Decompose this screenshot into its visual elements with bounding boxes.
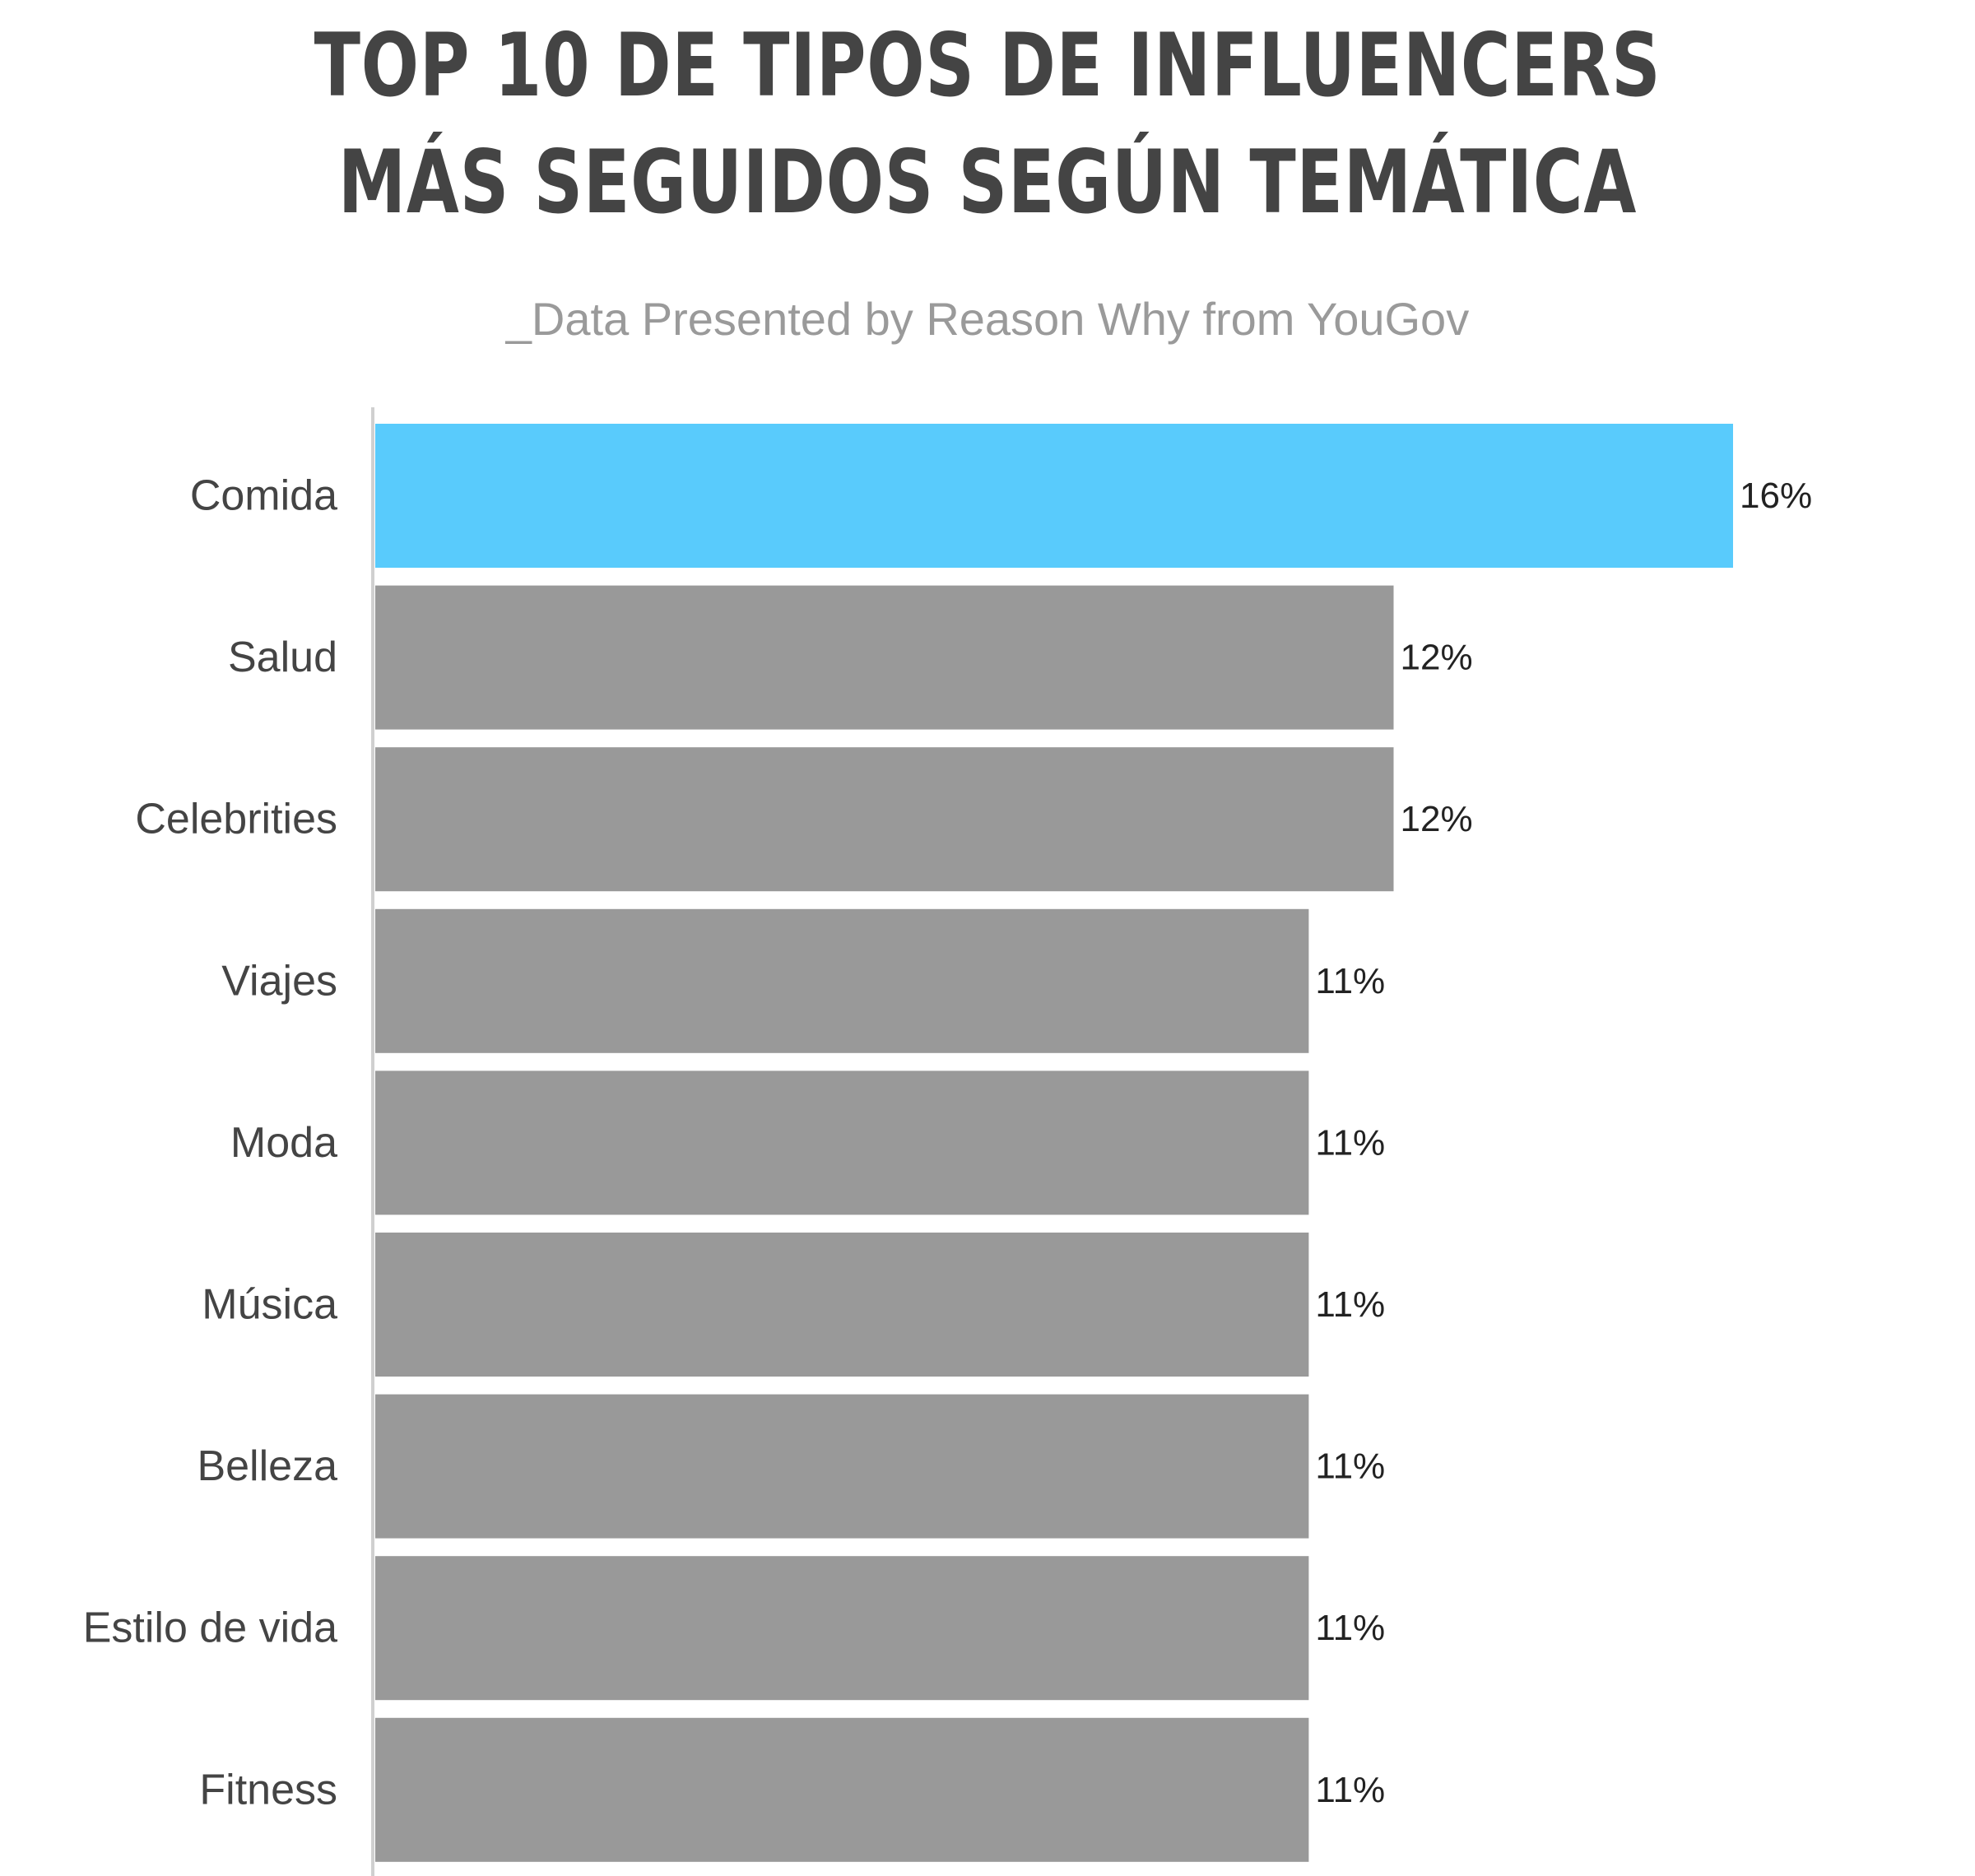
bars-group <box>375 424 1733 1862</box>
bar-salud <box>375 585 1394 730</box>
bar-musica <box>375 1233 1309 1377</box>
bar-estilo-de-vida <box>375 1556 1309 1701</box>
value-label-viajes: 11% <box>1315 961 1385 1001</box>
bar-viajes <box>375 908 1309 1053</box>
chart-title-line-2: MÁS SEGUIDOS SEGÚN TEMÁTICA <box>337 132 1638 233</box>
category-label-estilo-de-vida: Estilo de vida <box>83 1604 337 1652</box>
bar-celebrities <box>375 747 1394 892</box>
category-label-salud: Salud <box>228 634 337 681</box>
category-label-musica: Música <box>202 1281 337 1329</box>
category-label-fitness: Fitness <box>199 1766 337 1813</box>
labels-group: Comida 16% Salud 12% Celebrities 12% Viajes 11%… <box>83 472 1812 1814</box>
category-label-celebrities: Celebrities <box>135 796 337 843</box>
value-label-comida: 16% <box>1740 476 1812 516</box>
value-label-belleza: 11% <box>1315 1446 1385 1487</box>
bar-moda <box>375 1070 1309 1215</box>
value-label-musica: 11% <box>1315 1284 1385 1325</box>
chart-title-line-1: TOP 10 DE TIPOS DE INFLUENCERS <box>314 15 1661 116</box>
category-label-comida: Comida <box>190 472 337 520</box>
bar-belleza <box>375 1394 1309 1539</box>
bar-fitness <box>375 1717 1309 1862</box>
value-label-estilo-de-vida: 11% <box>1315 1608 1385 1648</box>
category-label-moda: Moda <box>230 1119 337 1167</box>
value-label-celebrities: 12% <box>1401 799 1473 839</box>
category-label-belleza: Belleza <box>197 1442 337 1490</box>
bar-comida <box>375 424 1733 568</box>
value-label-salud: 12% <box>1401 638 1473 678</box>
value-label-moda: 11% <box>1315 1122 1385 1163</box>
chart-subtitle: _Data Presented by Reason Why from YouGo… <box>505 293 1470 345</box>
category-label-viajes: Viajes <box>221 957 337 1005</box>
value-label-fitness: 11% <box>1315 1770 1385 1810</box>
